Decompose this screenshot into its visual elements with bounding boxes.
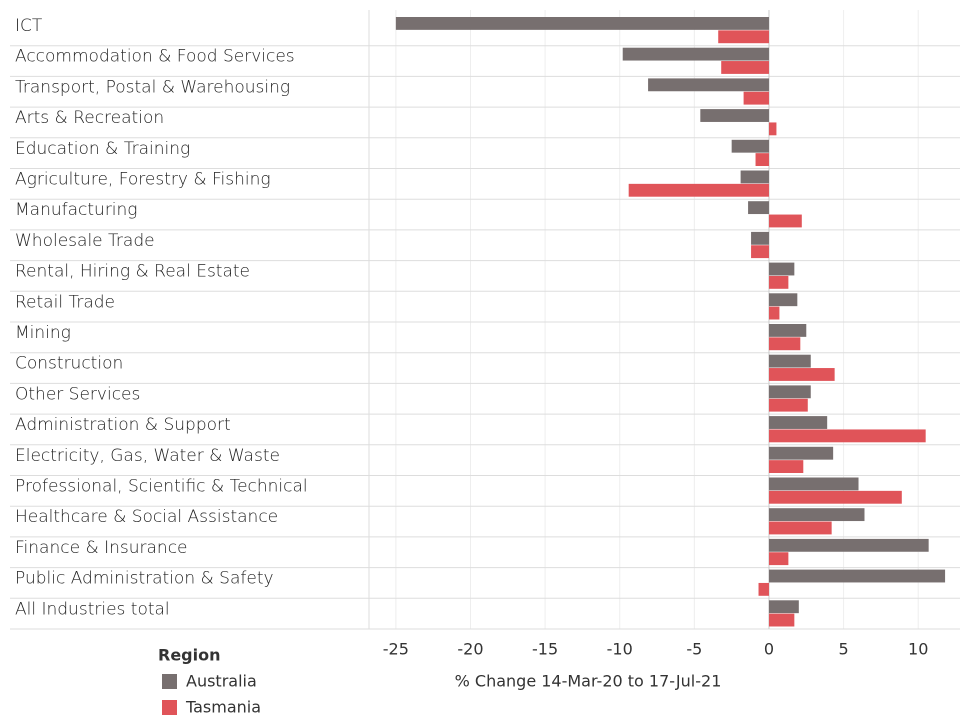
bar (768, 368, 835, 381)
bar (768, 460, 804, 473)
category-label: Other Services (15, 384, 140, 404)
legend-swatch (162, 674, 177, 689)
bar (768, 416, 828, 429)
category-label: Accommodation & Food Services (15, 47, 295, 67)
bar (768, 214, 802, 228)
x-tick-label: -15 (532, 640, 558, 659)
category-label: Agriculture, Forestry & Fishing (15, 170, 271, 190)
bar (743, 91, 769, 105)
x-tick-label: -10 (607, 640, 633, 659)
category-label: Construction (15, 354, 123, 374)
bar (700, 109, 769, 122)
bar (751, 245, 769, 259)
bar (768, 275, 789, 289)
bar (395, 17, 769, 30)
bar (755, 153, 769, 166)
bar (758, 582, 769, 596)
bar (718, 30, 769, 44)
bar (768, 324, 807, 337)
bar (768, 337, 801, 351)
bar (768, 521, 832, 535)
bar (740, 170, 769, 184)
bar (721, 61, 769, 74)
category-label: Education & Training (15, 139, 190, 159)
bar (731, 139, 769, 153)
x-tick-label: 10 (908, 640, 928, 659)
category-label: Transport, Postal & Warehousing (15, 77, 290, 97)
bar (768, 293, 798, 307)
x-tick-label: -25 (383, 640, 409, 659)
bar (751, 231, 769, 245)
bar (648, 78, 769, 92)
bar (768, 552, 789, 566)
bar (768, 354, 811, 368)
category-label: All Industries total (15, 599, 170, 619)
bar (628, 183, 769, 197)
x-axis-title: % Change 14-Mar-20 to 17-Jul-21 (455, 672, 722, 691)
category-label: Rental, Hiring & Real Estate (15, 262, 250, 282)
bar (622, 47, 769, 61)
bar (768, 600, 799, 614)
legend-swatch (162, 700, 177, 715)
x-tick-label: 5 (838, 640, 848, 659)
category-label: Administration & Support (15, 415, 231, 435)
legend-label: Australia (186, 672, 257, 691)
category-label: Manufacturing (15, 200, 138, 220)
bar (768, 490, 902, 504)
category-label: Wholesale Trade (15, 231, 155, 251)
legend-label: Tasmania (185, 698, 261, 715)
x-tick-label: 0 (764, 640, 774, 659)
bar (768, 385, 811, 399)
category-label: Professional, Scientific & Technical (15, 477, 308, 497)
x-tick-label: -20 (457, 640, 483, 659)
bar (768, 122, 777, 136)
category-label: Arts & Recreation (15, 108, 164, 128)
category-label: Mining (15, 323, 71, 343)
bar (768, 429, 926, 443)
bar (768, 538, 929, 552)
category-label: Healthcare & Social Assistance (15, 507, 278, 527)
bar (768, 613, 795, 627)
category-label: Electricity, Gas, Water & Waste (15, 446, 280, 466)
bar (768, 477, 859, 491)
category-label: Retail Trade (15, 292, 115, 312)
category-label: Public Administration & Safety (15, 569, 274, 589)
category-label: ICT (15, 16, 43, 36)
bar (768, 508, 865, 522)
bar (768, 569, 946, 583)
bar (768, 306, 780, 320)
bar (768, 398, 808, 412)
bar (748, 201, 769, 215)
bar (768, 262, 795, 276)
bar (768, 446, 834, 460)
category-label: Finance & Insurance (15, 538, 188, 558)
legend-title: Region (158, 646, 221, 665)
x-tick-label: -5 (686, 640, 702, 659)
